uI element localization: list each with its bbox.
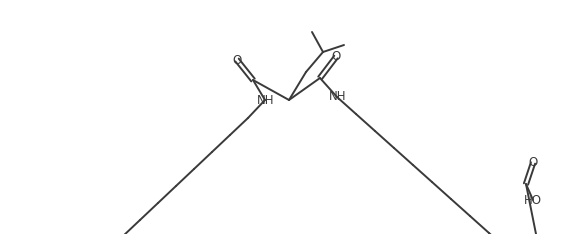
Text: HO: HO bbox=[524, 194, 542, 206]
Text: NH: NH bbox=[257, 94, 275, 106]
Text: NH: NH bbox=[329, 91, 347, 103]
Text: O: O bbox=[331, 51, 340, 63]
Text: O: O bbox=[232, 54, 242, 66]
Text: O: O bbox=[528, 157, 538, 169]
